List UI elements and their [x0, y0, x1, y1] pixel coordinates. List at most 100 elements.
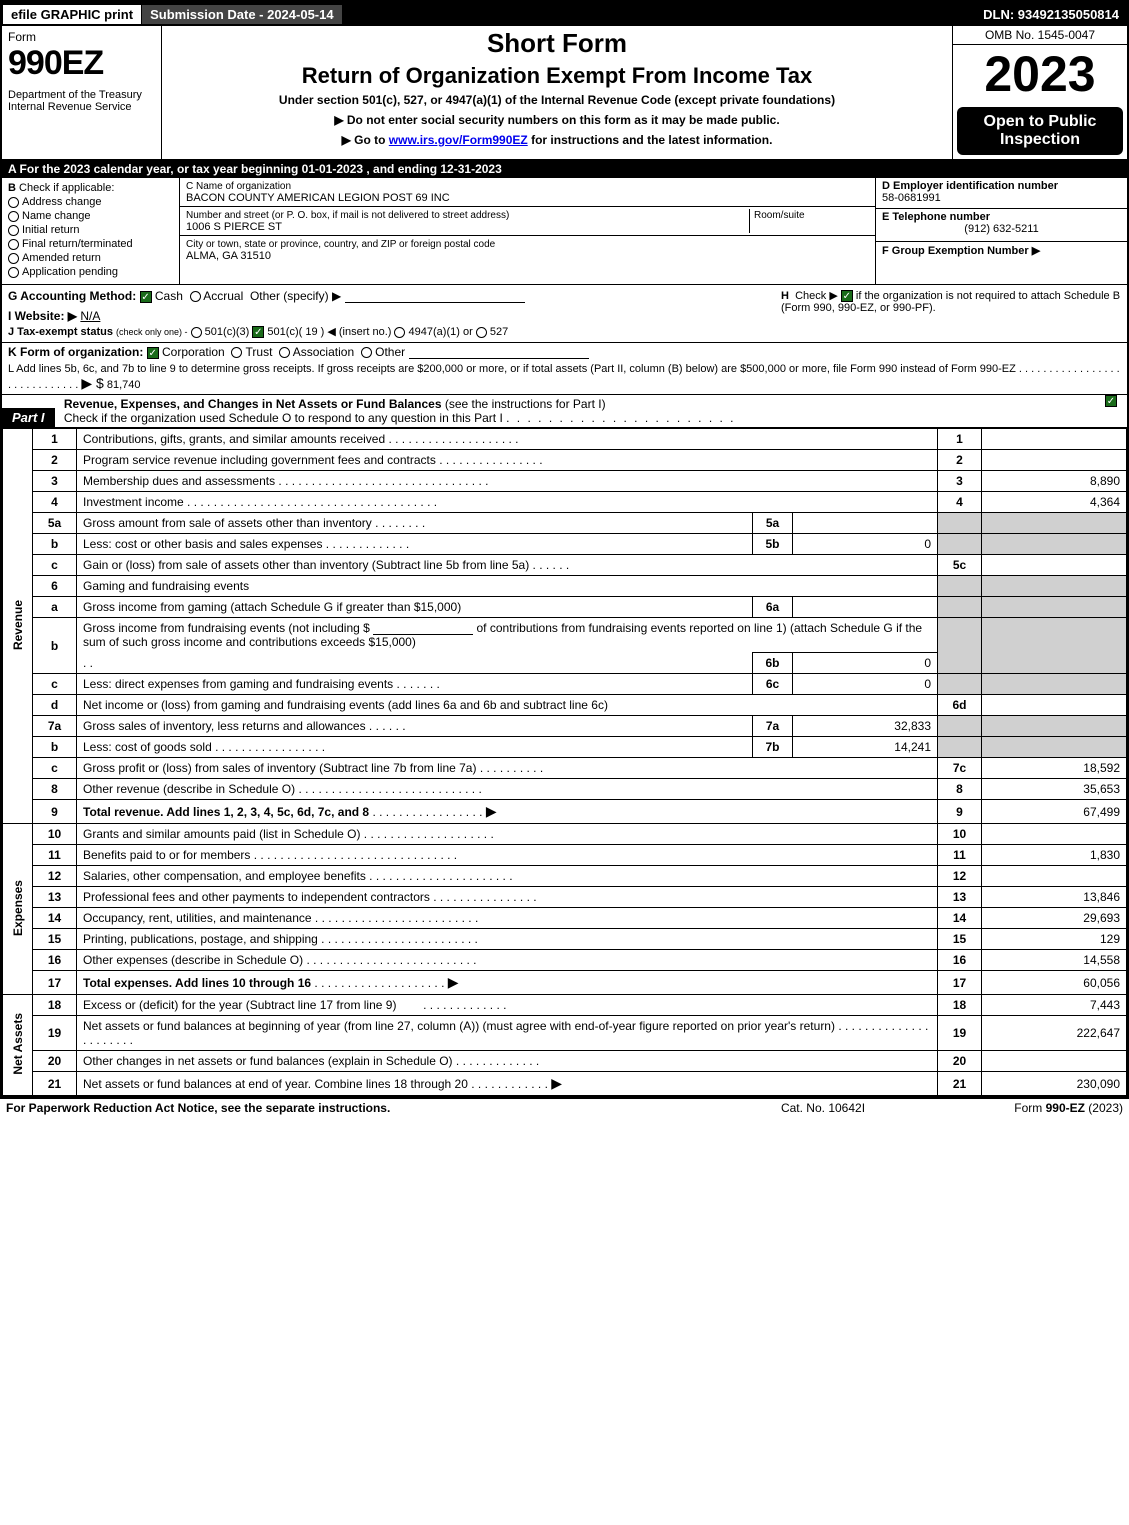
footer-mid: Cat. No. 10642I	[723, 1101, 923, 1115]
opt-other-org: Other	[375, 345, 405, 359]
line-11-desc: Benefits paid to or for members	[83, 848, 250, 862]
check-association[interactable]	[279, 347, 290, 358]
open-public-badge: Open to Public Inspection	[957, 107, 1123, 155]
line-21-refnum: 21	[938, 1072, 982, 1096]
check-amended-return[interactable]: Amended return	[8, 252, 173, 264]
line-6b-blank[interactable]	[373, 623, 473, 635]
other-org-blank[interactable]	[409, 347, 589, 359]
line-9-val: 67,499	[982, 800, 1127, 824]
check-trust[interactable]	[231, 347, 242, 358]
check-application-pending[interactable]: Application pending	[8, 266, 173, 278]
line-6d-desc: Net income or (loss) from gaming and fun…	[77, 695, 938, 716]
line-9-refnum: 9	[938, 800, 982, 824]
irs-link[interactable]: www.irs.gov/Form990EZ	[389, 133, 528, 147]
check-address-change[interactable]: Address change	[8, 196, 173, 208]
i-label: I Website: ▶	[8, 309, 77, 323]
line-12-val	[982, 866, 1127, 887]
check-name-change[interactable]: Name change	[8, 210, 173, 222]
header-center: Short Form Return of Organization Exempt…	[162, 26, 952, 159]
website-value: N/A	[80, 309, 100, 323]
line-4-refnum: 4	[938, 492, 982, 513]
org-name: BACON COUNTY AMERICAN LEGION POST 69 INC	[186, 192, 450, 204]
check-4947[interactable]	[394, 327, 405, 338]
line-18-val: 7,443	[982, 995, 1127, 1016]
submission-date: Submission Date - 2024-05-14	[142, 5, 342, 24]
check-initial-return[interactable]: Initial return	[8, 224, 173, 236]
check-527[interactable]	[476, 327, 487, 338]
check-cash[interactable]: ✓	[140, 291, 152, 303]
line-18-refnum: 18	[938, 995, 982, 1016]
line-21-val: 230,090	[982, 1072, 1127, 1096]
other-label: Other (specify) ▶	[250, 289, 341, 303]
line-13-val: 13,846	[982, 887, 1127, 908]
l-amount: 81,740	[107, 379, 141, 391]
line-5b-subval: 0	[793, 534, 938, 555]
check-final-return[interactable]: Final return/terminated	[8, 238, 173, 250]
h-checkbox[interactable]: ✓	[841, 290, 853, 302]
line-1-refnum: 1	[938, 429, 982, 450]
line-7a-subval: 32,833	[793, 716, 938, 737]
h-label: H	[781, 290, 789, 302]
opt-association: Association	[293, 345, 354, 359]
line-12-refnum: 12	[938, 866, 982, 887]
col-c: C Name of organization BACON COUNTY AMER…	[180, 178, 875, 284]
line-10-refnum: 10	[938, 824, 982, 845]
dln: DLN: 93492135050814	[975, 5, 1127, 24]
check-501c3[interactable]	[191, 327, 202, 338]
line-3-refnum: 3	[938, 471, 982, 492]
line-5c-desc: Gain or (loss) from sale of assets other…	[83, 558, 529, 572]
line-7c-desc: Gross profit or (loss) from sales of inv…	[83, 761, 476, 775]
c-name-label: C Name of organization	[186, 181, 291, 192]
line-7c-refnum: 7c	[938, 758, 982, 779]
j-sub: (check only one) -	[116, 327, 188, 337]
short-form-title: Short Form	[168, 28, 946, 59]
street-label: Number and street (or P. O. box, if mail…	[186, 210, 509, 221]
line-13-refnum: 13	[938, 887, 982, 908]
line-6a-subval	[793, 597, 938, 618]
check-corporation[interactable]: ✓	[147, 347, 159, 359]
line-9-desc: Total revenue. Add lines 1, 2, 3, 4, 5c,…	[83, 805, 369, 819]
part-1-label: Part I	[2, 408, 55, 427]
line-8-val: 35,653	[982, 779, 1127, 800]
l-text: L Add lines 5b, 6c, and 7b to line 9 to …	[8, 363, 1016, 375]
line-20-val	[982, 1051, 1127, 1072]
line-5a-shade2	[982, 513, 1127, 534]
h-text1: Check ▶	[795, 290, 838, 302]
efile-print[interactable]: efile GRAPHIC print	[2, 4, 142, 25]
part-1-header: Part I Revenue, Expenses, and Changes in…	[2, 395, 1127, 428]
line-19-val: 222,647	[982, 1016, 1127, 1051]
part-1-checkbox[interactable]: ✓	[1105, 395, 1117, 407]
other-specify-blank[interactable]	[345, 291, 525, 303]
check-accrual[interactable]	[190, 291, 201, 302]
street-value: 1006 S PIERCE ST	[186, 221, 282, 233]
header-left: Form 990EZ Department of the Treasury In…	[2, 26, 162, 159]
tel-value: (912) 632-5211	[882, 223, 1121, 235]
topbar: efile GRAPHIC print Submission Date - 20…	[2, 2, 1127, 26]
line-8-refnum: 8	[938, 779, 982, 800]
tel-label: E Telephone number	[882, 211, 990, 223]
line-5a-subval	[793, 513, 938, 534]
line-2-val	[982, 450, 1127, 471]
line-7a-desc: Gross sales of inventory, less returns a…	[83, 719, 366, 733]
line-6a-desc: Gross income from gaming (attach Schedul…	[83, 600, 461, 614]
col-d: D Employer identification number 58-0681…	[875, 178, 1127, 284]
line-7c-val: 18,592	[982, 758, 1127, 779]
opt-corporation: Corporation	[162, 345, 225, 359]
line-16-desc: Other expenses (describe in Schedule O)	[83, 953, 303, 967]
col-b: B Check if applicable: Address change Na…	[2, 178, 180, 284]
ein-label: D Employer identification number	[882, 180, 1058, 192]
line-15-desc: Printing, publications, postage, and shi…	[83, 932, 318, 946]
line-16-val: 14,558	[982, 950, 1127, 971]
line-8-desc: Other revenue (describe in Schedule O)	[83, 782, 295, 796]
line-14-refnum: 14	[938, 908, 982, 929]
row-g: G Accounting Method: ✓ Cash Accrual Othe…	[2, 285, 1127, 342]
form-header: Form 990EZ Department of the Treasury In…	[2, 26, 1127, 160]
row-l: L Add lines 5b, 6c, and 7b to line 9 to …	[2, 361, 1127, 395]
check-other-org[interactable]	[361, 347, 372, 358]
line-17-val: 60,056	[982, 971, 1127, 995]
city-label: City or town, state or province, country…	[186, 239, 495, 250]
check-501c[interactable]: ✓	[252, 326, 264, 338]
row-a: A For the 2023 calendar year, or tax yea…	[2, 160, 1127, 178]
form-number: 990EZ	[8, 44, 155, 83]
ein-value: 58-0681991	[882, 192, 941, 204]
